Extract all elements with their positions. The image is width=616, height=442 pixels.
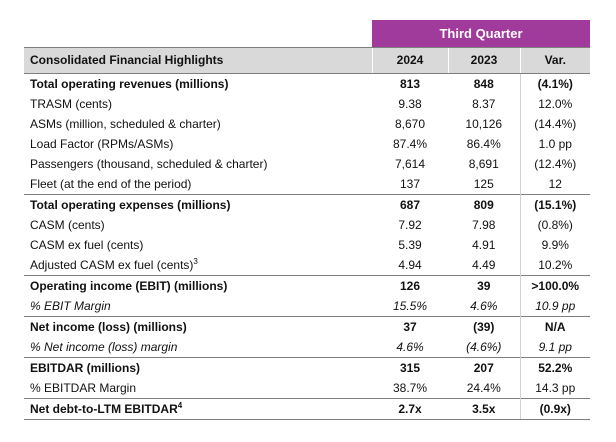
- value-2024: 9.38: [398, 97, 422, 111]
- value-2024: 8,670: [394, 117, 426, 131]
- value-var: 1.0 pp: [519, 134, 591, 154]
- column-header-row: Consolidated Financial Highlights 2024 2…: [24, 47, 591, 74]
- value-var: 9.1 pp: [519, 337, 591, 358]
- value-var: N/A: [519, 316, 591, 337]
- table-row: CASM (cents) 7.92 7.98 (0.8%): [24, 215, 591, 235]
- value-2024: 137: [399, 177, 421, 191]
- value-2024: 7,614: [394, 157, 426, 171]
- value-var: (0.9x): [519, 398, 591, 420]
- row-label: Load Factor (RPMs/ASMs): [30, 137, 174, 151]
- value-2023: 3.5x: [448, 398, 520, 420]
- value-2023: 809: [448, 194, 520, 215]
- value-2024: 813: [399, 77, 421, 91]
- table-row: Net debt-to-LTM EBITDAR4 2.7x 3.5x (0.9x…: [24, 398, 591, 420]
- value-2024: 15.5%: [392, 299, 428, 313]
- table-row: Fleet (at the end of the period) 137 125…: [24, 174, 591, 195]
- value-2023: 8,691: [468, 157, 499, 171]
- row-label: ASMs (million, scheduled & charter): [30, 117, 221, 131]
- value-2024: 687: [372, 194, 448, 215]
- value-2024: 315: [372, 357, 448, 378]
- row-label: CASM (cents): [30, 218, 105, 232]
- value-var: (4.1%): [519, 73, 591, 94]
- table-row: Passengers (thousand, scheduled & charte…: [24, 154, 591, 174]
- row-label: Operating income (EBIT) (millions): [24, 275, 372, 296]
- col-header-2024: 2024: [371, 47, 448, 74]
- value-var: 12: [519, 174, 591, 195]
- value-2023: 848: [473, 77, 494, 91]
- table-row: Operating income (EBIT) (millions) 126 3…: [24, 275, 591, 296]
- row-label: Net debt-to-LTM EBITDAR4: [24, 398, 372, 420]
- table-row: % EBIT Margin 15.5% 4.6% 10.9 pp: [24, 296, 591, 317]
- value-2024: 4.6%: [396, 340, 424, 354]
- row-label: % EBIT Margin: [30, 299, 111, 313]
- table-row: Net income (loss) (millions) 37 (39) N/A: [24, 316, 591, 337]
- footnote-marker: 4: [177, 401, 183, 410]
- table-row: % Net income (loss) margin 4.6% (4.6%) 9…: [24, 337, 591, 358]
- value-var: 10.2%: [519, 255, 591, 276]
- period-label: Third Quarter: [372, 20, 591, 48]
- value-var: >100.0%: [519, 275, 591, 296]
- value-var: 10.9 pp: [519, 296, 591, 317]
- col-header-var: Var.: [519, 47, 591, 74]
- row-label: Net income (loss) (millions): [24, 316, 372, 337]
- row-label: Adjusted CASM ex fuel (cents)3: [24, 255, 372, 276]
- value-var: (0.8%): [519, 215, 591, 235]
- value-2023: 24.4%: [466, 381, 501, 395]
- table-row: Total operating revenues (millions) 813 …: [24, 73, 591, 94]
- row-label: % Net income (loss) margin: [30, 340, 178, 354]
- value-2023: (4.6%): [466, 340, 502, 354]
- row-label: % EBITDAR Margin: [30, 381, 137, 395]
- value-var: 12.0%: [519, 94, 591, 114]
- row-label-text: Adjusted CASM ex fuel (cents): [30, 258, 194, 272]
- row-label: Total operating expenses (millions): [24, 194, 372, 215]
- financial-highlights-table: Third Quarter Consolidated Financial Hig…: [24, 20, 591, 420]
- value-var: 52.2%: [519, 357, 591, 378]
- period-header-row: Third Quarter: [24, 20, 591, 48]
- value-var: 14.3 pp: [519, 378, 591, 399]
- row-label: Passengers (thousand, scheduled & charte…: [30, 157, 268, 171]
- table-row: Load Factor (RPMs/ASMs) 87.4% 86.4% 1.0 …: [24, 134, 591, 154]
- value-2023: 4.6%: [470, 299, 498, 313]
- value-2023: 4.91: [472, 238, 496, 252]
- value-2023: 86.4%: [466, 137, 501, 151]
- value-2024: 4.94: [398, 258, 422, 272]
- value-2023: 7.98: [472, 218, 496, 232]
- row-label: EBITDAR (millions): [24, 357, 372, 378]
- value-var: (15.1%): [519, 194, 591, 215]
- table-row: % EBITDAR Margin 38.7% 24.4% 14.3 pp: [24, 378, 591, 399]
- table-row: TRASM (cents) 9.38 8.37 12.0%: [24, 94, 591, 114]
- table-row: CASM ex fuel (cents) 5.39 4.91 9.9%: [24, 235, 591, 255]
- row-label: Total operating revenues (millions): [30, 77, 229, 91]
- table-row: EBITDAR (millions) 315 207 52.2%: [24, 357, 591, 378]
- value-2023: 39: [448, 275, 520, 296]
- value-2024: 37: [372, 316, 448, 337]
- footnote-marker: 3: [193, 257, 198, 266]
- value-2023: 8.37: [472, 97, 496, 111]
- value-2024: 2.7x: [372, 398, 448, 420]
- table-row: Total operating expenses (millions) 687 …: [24, 194, 591, 215]
- row-label: CASM ex fuel (cents): [30, 238, 144, 252]
- row-label: Fleet (at the end of the period): [30, 177, 192, 191]
- value-var: 9.9%: [519, 235, 591, 255]
- row-label-text: Net debt-to-LTM EBITDAR: [30, 402, 178, 416]
- value-2024: 7.92: [398, 218, 422, 232]
- value-2023: 10,126: [465, 117, 503, 131]
- value-2023: 207: [448, 357, 520, 378]
- value-var: (14.4%): [519, 114, 591, 134]
- table-row: Adjusted CASM ex fuel (cents)3 4.94 4.49…: [24, 255, 591, 276]
- value-2024: 38.7%: [392, 381, 428, 395]
- value-2024: 126: [372, 275, 448, 296]
- value-2023: (39): [448, 316, 520, 337]
- value-2024: 87.4%: [392, 137, 428, 151]
- table-title: Consolidated Financial Highlights: [24, 47, 372, 74]
- table-row: ASMs (million, scheduled & charter) 8,67…: [24, 114, 591, 134]
- row-label: TRASM (cents): [30, 97, 113, 111]
- col-header-2023: 2023: [447, 47, 520, 74]
- value-2023: 4.49: [472, 258, 496, 272]
- value-2023: 125: [473, 177, 494, 191]
- value-var: (12.4%): [519, 154, 591, 174]
- value-2024: 5.39: [398, 238, 422, 252]
